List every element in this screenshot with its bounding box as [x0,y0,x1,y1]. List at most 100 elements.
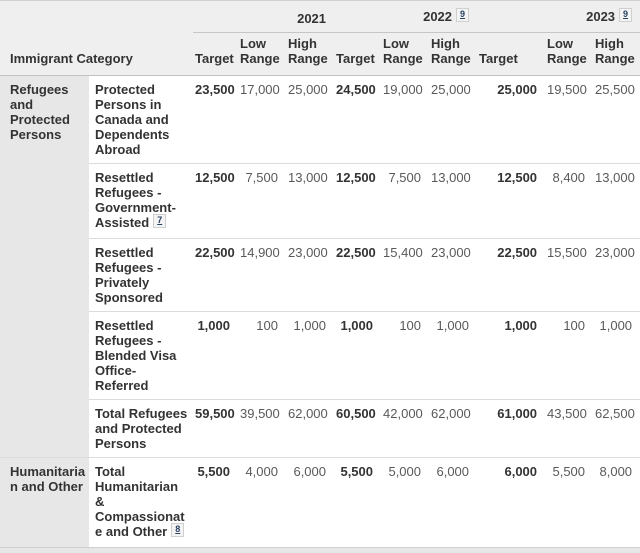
year-label: 2021 [297,11,327,26]
footnote-box: 7 [153,214,167,228]
target-value: 61,000 [477,399,546,458]
range-value: 4,000 [238,457,286,547]
category-cell: Resettled Refugees - Privately Sponsored [89,238,193,312]
year-header-2022: 2022 9 [334,0,478,33]
range-value: 8,000 [593,457,640,547]
column-header-high-range: High Range [286,32,335,76]
year-header-spacer [0,0,193,33]
category-label: Resettled Refugees - Blended Visa Office… [95,318,177,393]
target-value: 12,500 [477,163,546,239]
category-cell: Protected Persons in Canada and Dependen… [89,75,193,164]
range-value: 23,000 [593,238,640,312]
column-header-immigrant-category: Immigrant Category [0,32,193,76]
range-value: 14,900 [238,238,286,312]
range-value: 100 [545,311,594,400]
target-value: 6,000 [477,457,546,547]
group-cell: Refugees and Protected Persons [0,75,89,458]
column-header-target: Target [477,32,546,76]
footnote-box: 9 [456,8,470,22]
range-value: 39,500 [238,399,286,458]
target-value: 59,500 [193,399,238,458]
range-value: 23,000 [429,238,478,312]
category-label: Total Refugees and Protected Persons [95,406,188,451]
year-label: 2023 [586,9,616,24]
range-value: 7,500 [381,163,430,239]
target-value: 1,000 [193,311,238,400]
next-row-partial [0,547,640,553]
column-header-target: Target [334,32,382,76]
range-value: 1,000 [593,311,640,400]
range-value: 5,000 [381,457,430,547]
range-value: 42,000 [381,399,430,458]
target-value: 22,500 [193,238,238,312]
category-cell: Resettled Refugees - Blended Visa Office… [89,311,193,400]
target-value: 60,500 [334,399,382,458]
footnote-link[interactable]: 9 [623,9,629,19]
target-value: 22,500 [334,238,382,312]
range-value: 15,400 [381,238,430,312]
range-value: 62,500 [593,399,640,458]
target-value: 5,500 [193,457,238,547]
column-header-high-range: High Range [429,32,478,76]
table-row: Resettled Refugees - Government-Assisted… [0,163,640,239]
table-row: Total Refugees and Protected Persons 59,5… [0,399,640,458]
footnote-link[interactable]: 7 [157,215,163,225]
target-value: 22,500 [477,238,546,312]
range-value: 6,000 [429,457,478,547]
range-value: 13,000 [593,163,640,239]
column-header-high-range: High Range [593,32,640,76]
range-value: 100 [238,311,286,400]
category-label: Protected Persons in Canada and Dependen… [95,82,170,157]
table-row: Humanitarian and Other Total Humanitarian… [0,457,640,547]
footnote-box: 8 [171,523,185,537]
range-value: 15,500 [545,238,594,312]
column-header-row: Immigrant Category Target Low Range High… [0,32,640,76]
range-value: 25,000 [429,75,478,164]
year-header-2023: 2023 9 [477,0,640,33]
target-value: 1,000 [477,311,546,400]
range-value: 100 [381,311,430,400]
footnote-link[interactable]: 9 [460,9,466,19]
column-header-target: Target [193,32,238,76]
target-value: 5,500 [334,457,382,547]
range-value: 13,000 [429,163,478,239]
footnote-box: 9 [619,8,633,22]
range-value: 17,000 [238,75,286,164]
range-value: 5,500 [545,457,594,547]
target-value: 24,500 [334,75,382,164]
group-cell: Humanitarian and Other [0,457,89,547]
target-value: 12,500 [193,163,238,239]
range-value: 7,500 [238,163,286,239]
table-row: Refugees and Protected Persons Protected … [0,75,640,458]
column-header-low-range: Low Range [238,32,286,76]
target-value: 23,500 [193,75,238,164]
target-value: 12,500 [334,163,382,239]
range-value: 23,000 [286,238,335,312]
range-value: 13,000 [286,163,335,239]
year-header-2021: 2021 [193,0,335,33]
category-label: Resettled Refugees - Privately Sponsored [95,245,163,305]
category-cell: Total Humanitarian & Compassionate and O… [89,457,193,547]
category-cell: Resettled Refugees - Government-Assisted… [89,163,193,239]
range-value: 43,500 [545,399,594,458]
footnote-link[interactable]: 8 [175,524,181,534]
range-value: 1,000 [429,311,478,400]
range-value: 6,000 [286,457,335,547]
range-value: 19,500 [545,75,594,164]
column-header-low-range: Low Range [545,32,594,76]
column-header-low-range: Low Range [381,32,430,76]
category-cell: Total Refugees and Protected Persons [89,399,193,458]
table-header: 2021 2022 9 2023 9 Immigrant Category Targ… [0,0,640,76]
range-value: 62,000 [286,399,335,458]
range-value: 8,400 [545,163,594,239]
range-value: 19,000 [381,75,430,164]
table-row: Resettled Refugees - Blended Visa Office… [0,311,640,400]
range-value: 1,000 [286,311,335,400]
target-value: 25,000 [477,75,546,164]
table-row: Resettled Refugees - Privately Sponsored… [0,238,640,312]
year-label: 2022 [423,9,453,24]
range-value: 62,000 [429,399,478,458]
range-value: 25,500 [593,75,640,164]
category-label: Resettled Refugees - Government-Assisted [95,170,176,230]
range-value: 25,000 [286,75,335,164]
